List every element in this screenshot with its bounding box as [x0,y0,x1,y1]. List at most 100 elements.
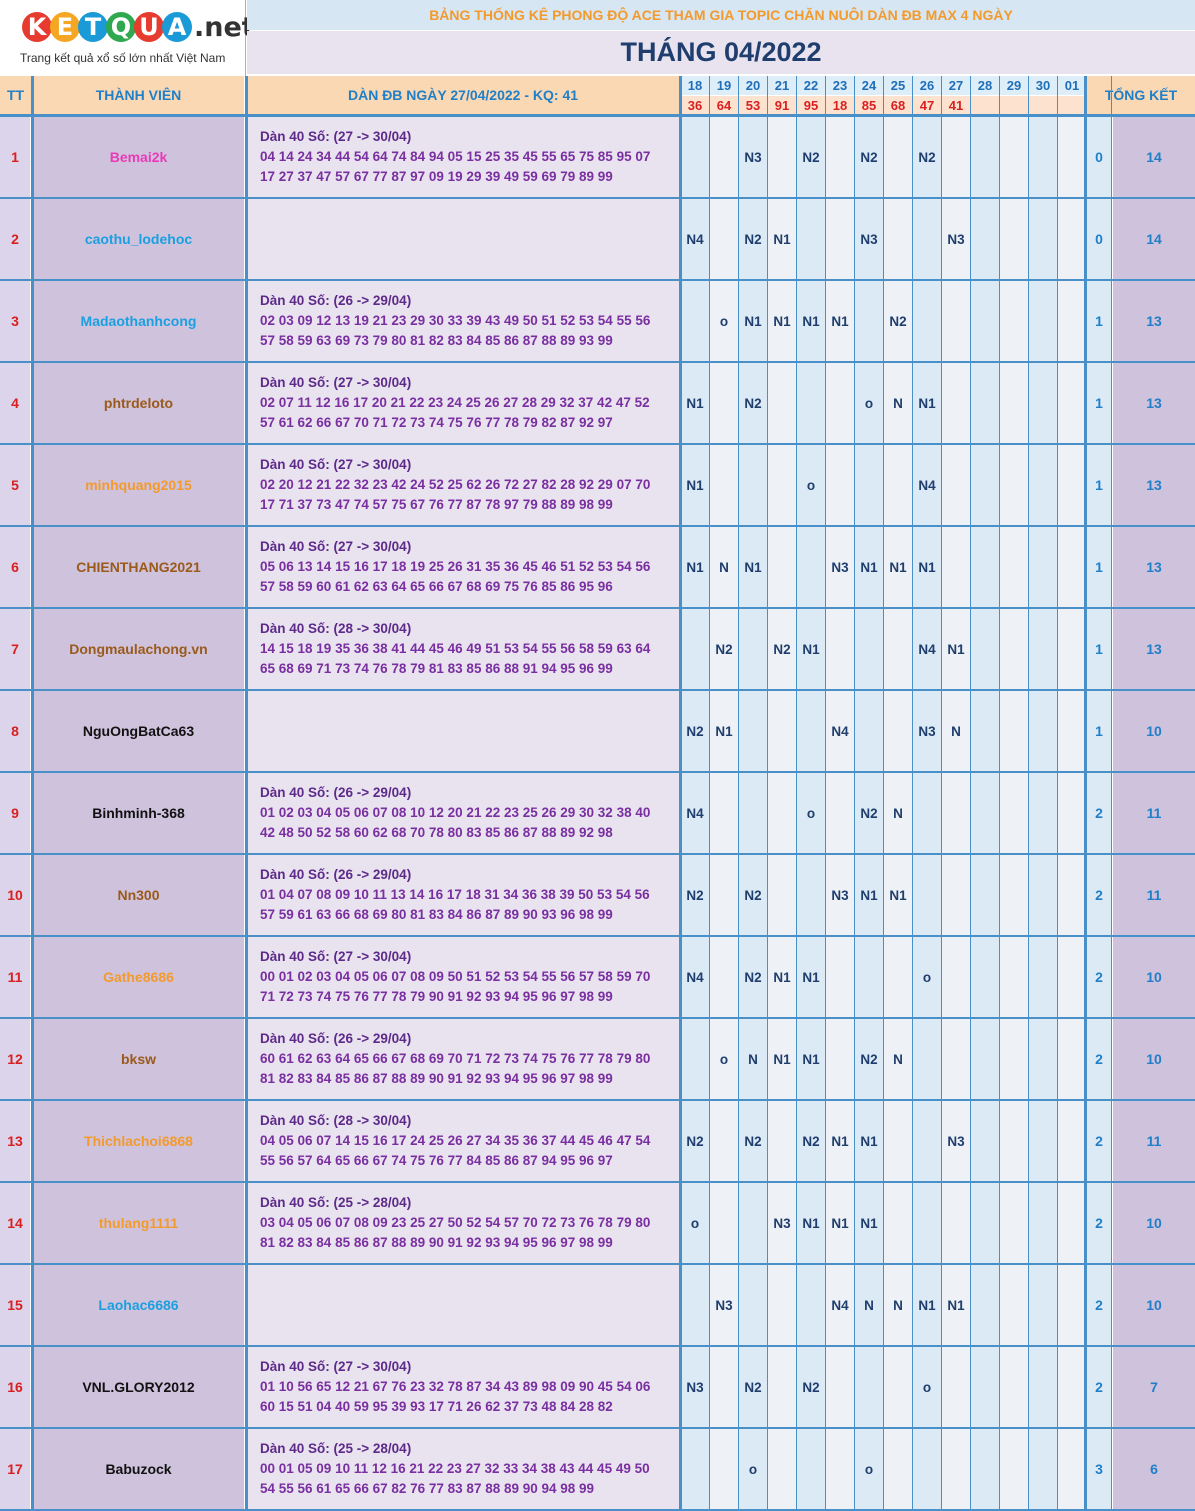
dan-numbers: Dàn 40 Số: (26 -> 29/04) 01 04 07 08 09 1… [247,855,679,935]
table-row: 10 Nn300 Dàn 40 Số: (26 -> 29/04) 01 04 07 … [0,855,1195,935]
dan-header: Dàn 40 Số: (27 -> 30/04) [260,539,412,554]
grid-line [1057,76,1058,1511]
day-mark [1000,1101,1028,1181]
summary-total: 6 [1113,1429,1195,1509]
dan-line: 17 71 37 73 47 74 57 75 67 76 77 87 78 9… [260,497,613,512]
dan-numbers: Dàn 40 Số: (27 -> 30/04) 02 07 11 12 16 1… [247,363,679,443]
row-number: 13 [0,1101,30,1181]
day-mark [1058,937,1086,1017]
grid-line [0,1181,1195,1183]
table-row: 2 caothu_lodehoc N4 N2 N1 N3 N3 0 14 [0,199,1195,279]
dan-numbers: Dàn 40 Số: (27 -> 30/04) 01 10 56 65 12 2… [247,1347,679,1427]
day-mark [884,117,912,197]
day-mark: N1 [884,855,912,935]
day-mark [710,1347,738,1427]
day-mark: N3 [710,1265,738,1345]
day-mark [1029,281,1057,361]
dan-numbers: Dàn 40 Số: (27 -> 30/04) 04 14 24 34 44 5… [247,117,679,197]
day-mark: N3 [913,691,941,771]
day-mark [1058,1429,1086,1509]
dan-line: 81 82 83 84 85 86 87 88 89 90 91 92 93 9… [260,1071,613,1086]
day-mark: N2 [884,281,912,361]
day-mark [1029,199,1057,279]
day-mark: N3 [942,1101,970,1181]
day-mark: N1 [855,1183,883,1263]
summary-count: 1 [1087,527,1111,607]
day-result: 91 [768,96,796,114]
day-mark: N3 [681,1347,709,1427]
logo-tagline: Trang kết quả xổ số lớn nhất Việt Nam [20,51,226,65]
day-mark [768,527,796,607]
day-mark [739,773,767,853]
day-mark: N [942,691,970,771]
day-mark [710,1101,738,1181]
day-mark [884,1183,912,1263]
day-mark: N1 [739,527,767,607]
day-mark: N3 [826,527,854,607]
day-mark [884,691,912,771]
dan-line: 65 68 69 71 73 74 76 78 79 81 83 85 86 8… [260,661,613,676]
dan-header: Dàn 40 Số: (28 -> 30/04) [260,1113,412,1128]
day-mark [826,773,854,853]
day-mark [855,937,883,1017]
day-mark [681,117,709,197]
day-mark [681,281,709,361]
day-mark [826,937,854,1017]
day-mark [1000,1347,1028,1427]
day-mark: N1 [855,527,883,607]
grid-line [0,1099,1195,1101]
day-mark [942,1183,970,1263]
day-mark: N [884,1019,912,1099]
day-mark [1058,281,1086,361]
day-mark [797,363,825,443]
summary-total: 13 [1113,363,1195,443]
table-row: 1 Bemai2k Dàn 40 Số: (27 -> 30/04) 04 14 24… [0,117,1195,197]
day-mark [942,527,970,607]
day-mark [971,281,999,361]
table-row: 17 Babuzock Dàn 40 Số: (25 -> 28/04) 00 01 … [0,1429,1195,1509]
dan-line: 57 59 61 63 66 68 69 80 81 83 84 86 87 8… [260,907,613,922]
summary-total: 14 [1113,199,1195,279]
dan-header: Dàn 40 Số: (27 -> 30/04) [260,129,412,144]
day-header: 26 [913,76,941,95]
day-mark [826,609,854,689]
day-mark: N1 [768,199,796,279]
row-number: 17 [0,1429,30,1509]
day-mark [855,1347,883,1427]
day-mark: o [855,1429,883,1509]
dan-line: 60 61 62 63 64 65 66 67 68 69 70 71 72 7… [260,1051,651,1066]
row-number: 11 [0,937,30,1017]
day-mark: N1 [797,937,825,1017]
day-mark [1000,773,1028,853]
ketqua-logo[interactable]: K E T Q U A .net Trang kết quả xổ số lớn nhất … [0,0,255,76]
day-mark [971,1347,999,1427]
day-mark: N2 [681,691,709,771]
dan-header: Dàn 40 Số: (26 -> 29/04) [260,867,412,882]
day-mark: N1 [797,1019,825,1099]
day-mark [913,1183,941,1263]
summary-total: 10 [1113,1265,1195,1345]
day-mark: N1 [797,281,825,361]
day-mark [1000,1429,1028,1509]
day-mark [971,199,999,279]
dan-header: Dàn 40 Số: (27 -> 30/04) [260,457,412,472]
grid-line [970,76,971,1511]
day-mark [826,363,854,443]
day-header: 22 [797,76,825,95]
dan-header: Dàn 40 Số: (26 -> 29/04) [260,293,412,308]
summary-total: 10 [1113,1019,1195,1099]
row-number: 16 [0,1347,30,1427]
day-mark [739,445,767,525]
logo-letter: T [78,12,108,42]
member-name: Madaothanhcong [33,281,244,361]
summary-count: 0 [1087,117,1111,197]
day-mark [913,1429,941,1509]
day-mark: o [913,1347,941,1427]
dan-numbers: Dàn 40 Số: (26 -> 29/04) 02 03 09 12 13 1… [247,281,679,361]
header-tt: TT [0,76,31,114]
day-mark [971,773,999,853]
dan-numbers: Dàn 40 Số: (28 -> 30/04) 04 05 06 07 14 1… [247,1101,679,1181]
table-row: 12 bksw Dàn 40 Số: (26 -> 29/04) 60 61 62 6… [0,1019,1195,1099]
member-name: NguOngBatCa63 [33,691,244,771]
day-mark: N [884,773,912,853]
